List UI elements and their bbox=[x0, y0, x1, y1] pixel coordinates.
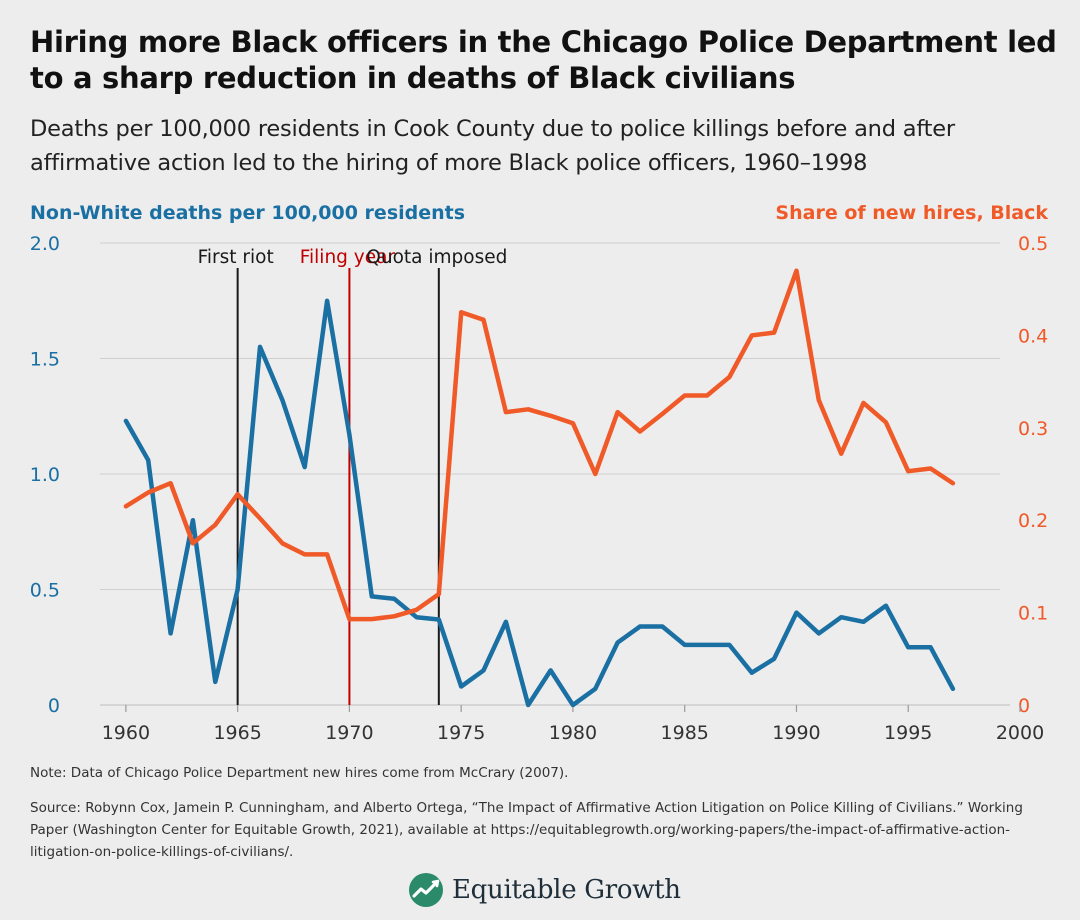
annotation-label: First riot bbox=[198, 247, 274, 268]
left-axis-tick-label: 0.5 bbox=[30, 580, 60, 602]
chart-note: Note: Data of Chicago Police Department … bbox=[30, 765, 569, 781]
x-axis-tick-label: 1970 bbox=[325, 722, 373, 744]
brand-name: Equitable Growth bbox=[452, 875, 681, 905]
annotation-label: Filing year bbox=[300, 247, 396, 268]
x-axis-tick-label: 1990 bbox=[772, 722, 820, 744]
left-axis-tick-label: 1.5 bbox=[30, 349, 60, 371]
left-axis-tick-label: 1.0 bbox=[30, 464, 60, 486]
chart-subtitle: Deaths per 100,000 residents in Cook Cou… bbox=[30, 116, 955, 176]
right-axis-tick-label: 0.2 bbox=[1018, 510, 1048, 532]
left-axis-tick-label: 0 bbox=[48, 695, 60, 717]
x-axis-tick-label: 2000 bbox=[996, 722, 1044, 744]
x-axis-tick-label: 1975 bbox=[437, 722, 485, 744]
series-line-deaths bbox=[123, 298, 956, 708]
series-line-hires bbox=[123, 268, 956, 622]
chart-source: Source: Robynn Cox, Jamein P. Cunningham… bbox=[30, 800, 1023, 860]
left-axis-title: Non-White deaths per 100,000 residents bbox=[30, 202, 465, 224]
line-chart: 0 0.5 1.0 1.5 2.0 0 0.1 0.2 0.3 0.4 0.5 Non-White d… bbox=[30, 202, 1049, 744]
x-axis-tick-label: 1985 bbox=[661, 722, 709, 744]
rising-line-leaf-icon bbox=[409, 873, 443, 907]
x-axis-tick-label: 1980 bbox=[549, 722, 597, 744]
chart-title: Hiring more Black officers in the Chicag… bbox=[30, 25, 1057, 95]
x-axis-tick-label: 1995 bbox=[884, 722, 932, 744]
x-axis-tick-label: 1960 bbox=[102, 722, 150, 744]
right-axis-tick-label: 0.4 bbox=[1018, 325, 1048, 347]
right-axis-title: Share of new hires, Black bbox=[775, 202, 1048, 224]
right-axis-tick-label: 0.1 bbox=[1018, 603, 1048, 625]
left-axis-tick-label: 2.0 bbox=[30, 233, 60, 255]
brand-logo: Equitable Growth bbox=[408, 870, 681, 910]
annotation-label: Quota imposed bbox=[366, 247, 507, 268]
right-axis-tick-label: 0.3 bbox=[1018, 418, 1048, 440]
right-axis-tick-label: 0.5 bbox=[1018, 233, 1048, 255]
right-axis-tick-label: 0 bbox=[1018, 695, 1030, 717]
x-axis-tick-label: 1965 bbox=[213, 722, 261, 744]
